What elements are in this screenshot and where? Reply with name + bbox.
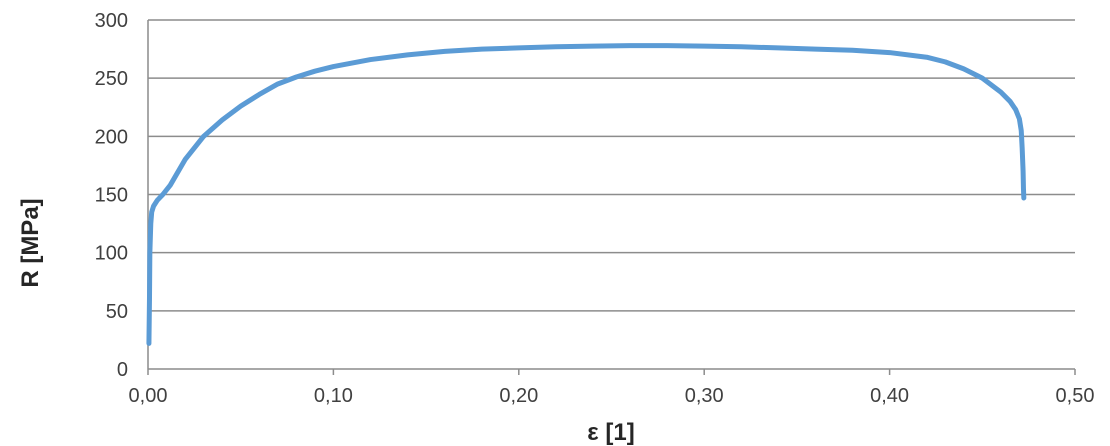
series-line [146,43,1027,346]
x-tick-label: 0,40 [870,385,909,407]
axes [147,20,1076,375]
x-tick-labels: 0,00 0,10 0,20 0,30 0,40 0,50 [129,385,1095,407]
gridlines [148,19,1075,312]
y-tick-label: 200 [95,126,128,148]
y-tick-label: 50 [106,301,128,323]
y-axis-title: R [MPa] [17,198,44,287]
x-tick-label: 0,30 [685,385,724,407]
y-tick-label: 100 [95,243,128,265]
y-tick-labels: 0 50 100 150 200 250 300 [95,10,128,381]
x-tick-label: 0,10 [314,385,353,407]
x-tick-label: 0,20 [499,385,538,407]
x-tick-label: 0,00 [129,385,168,407]
y-tick-label: 0 [117,359,128,381]
x-axis-title: ε [1] [587,419,634,446]
y-tick-label: 150 [95,185,128,207]
data-series [146,43,1027,346]
y-tick-label: 250 [95,68,128,90]
y-tick-label: 300 [95,10,128,32]
x-tick-label: 0,50 [1056,385,1095,407]
